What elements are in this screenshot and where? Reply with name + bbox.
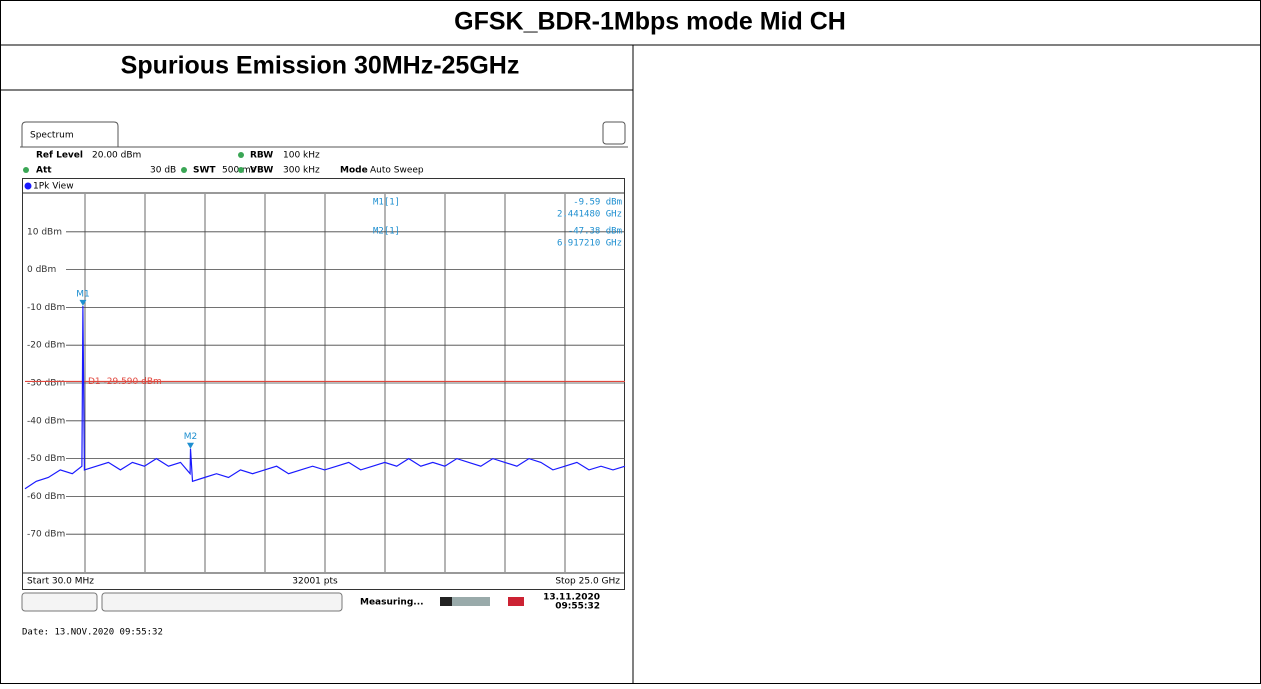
y-tick-label: -10 dBm (27, 303, 65, 313)
status-time: 09:55:32 (555, 602, 600, 612)
setting-value: 30 dB (150, 166, 176, 176)
setting-label: VBW (250, 166, 273, 176)
y-tick-label: -70 dBm (27, 530, 65, 540)
setting-value: 300 kHz (283, 166, 320, 176)
icon (602, 121, 626, 145)
display-line-label: D1 -29.590 dBm (88, 377, 162, 387)
marker (186, 442, 194, 449)
progress (440, 597, 490, 606)
status-state: Measuring... (360, 598, 424, 608)
tab-label: Spectrum (30, 131, 74, 141)
points-label: 32001 pts (292, 577, 338, 587)
stop-label: Stop 25.0 GHz (555, 577, 620, 587)
section-title: Spurious Emission 30MHz-25GHz (121, 52, 520, 80)
y-tick-label: -60 dBm (27, 492, 65, 502)
status-box (101, 592, 343, 612)
indicator (23, 167, 29, 173)
y-tick-label: 10 dBm (27, 227, 62, 237)
icon (508, 597, 524, 606)
marker-label: M1[1] (373, 198, 400, 208)
setting-label: Ref Level (36, 151, 83, 161)
marker-name: M2 (184, 432, 198, 442)
marker-value: -9.59 dBm (573, 198, 622, 208)
marker-name: M1 (76, 289, 90, 299)
y-tick-label: -30 dBm (27, 379, 65, 389)
setting-label: RBW (250, 151, 273, 161)
indicator (181, 167, 187, 173)
trace (24, 305, 626, 490)
y-tick-label: -40 dBm (27, 416, 65, 426)
table-title: GFSK_BDR-1Mbps mode Mid CH (454, 8, 846, 36)
marker-freq: 6.917210 GHz (557, 239, 622, 249)
status-box (21, 592, 98, 612)
setting-label: SWT (193, 166, 216, 176)
setting-value: 100 kHz (283, 151, 320, 161)
setting-label: Att (36, 166, 52, 176)
y-tick-label: 0 dBm (27, 265, 56, 275)
y-tick-label: -50 dBm (27, 454, 65, 464)
plot-frame (22, 178, 625, 590)
setting-value: 20.00 dBm (92, 151, 141, 161)
progress-fill (440, 597, 452, 606)
indicator (238, 167, 244, 173)
marker-label: M2[1] (373, 227, 400, 237)
tab (21, 121, 119, 147)
status-date: 13.11.2020 (543, 593, 600, 603)
indicator (24, 182, 32, 190)
setting-label: Mode (340, 166, 368, 176)
marker (79, 299, 87, 306)
y-tick-label: -20 dBm (27, 341, 65, 351)
start-label: Start 30.0 MHz (27, 577, 94, 587)
view-label: 1Pk View (33, 182, 74, 192)
marker-freq: 2.441480 GHz (557, 210, 622, 220)
footer-date: Date: 13.NOV.2020 09:55:32 (22, 628, 163, 638)
indicator (238, 152, 244, 158)
marker-value: -47.38 dBm (568, 227, 622, 237)
setting-value: Auto Sweep (370, 166, 424, 176)
